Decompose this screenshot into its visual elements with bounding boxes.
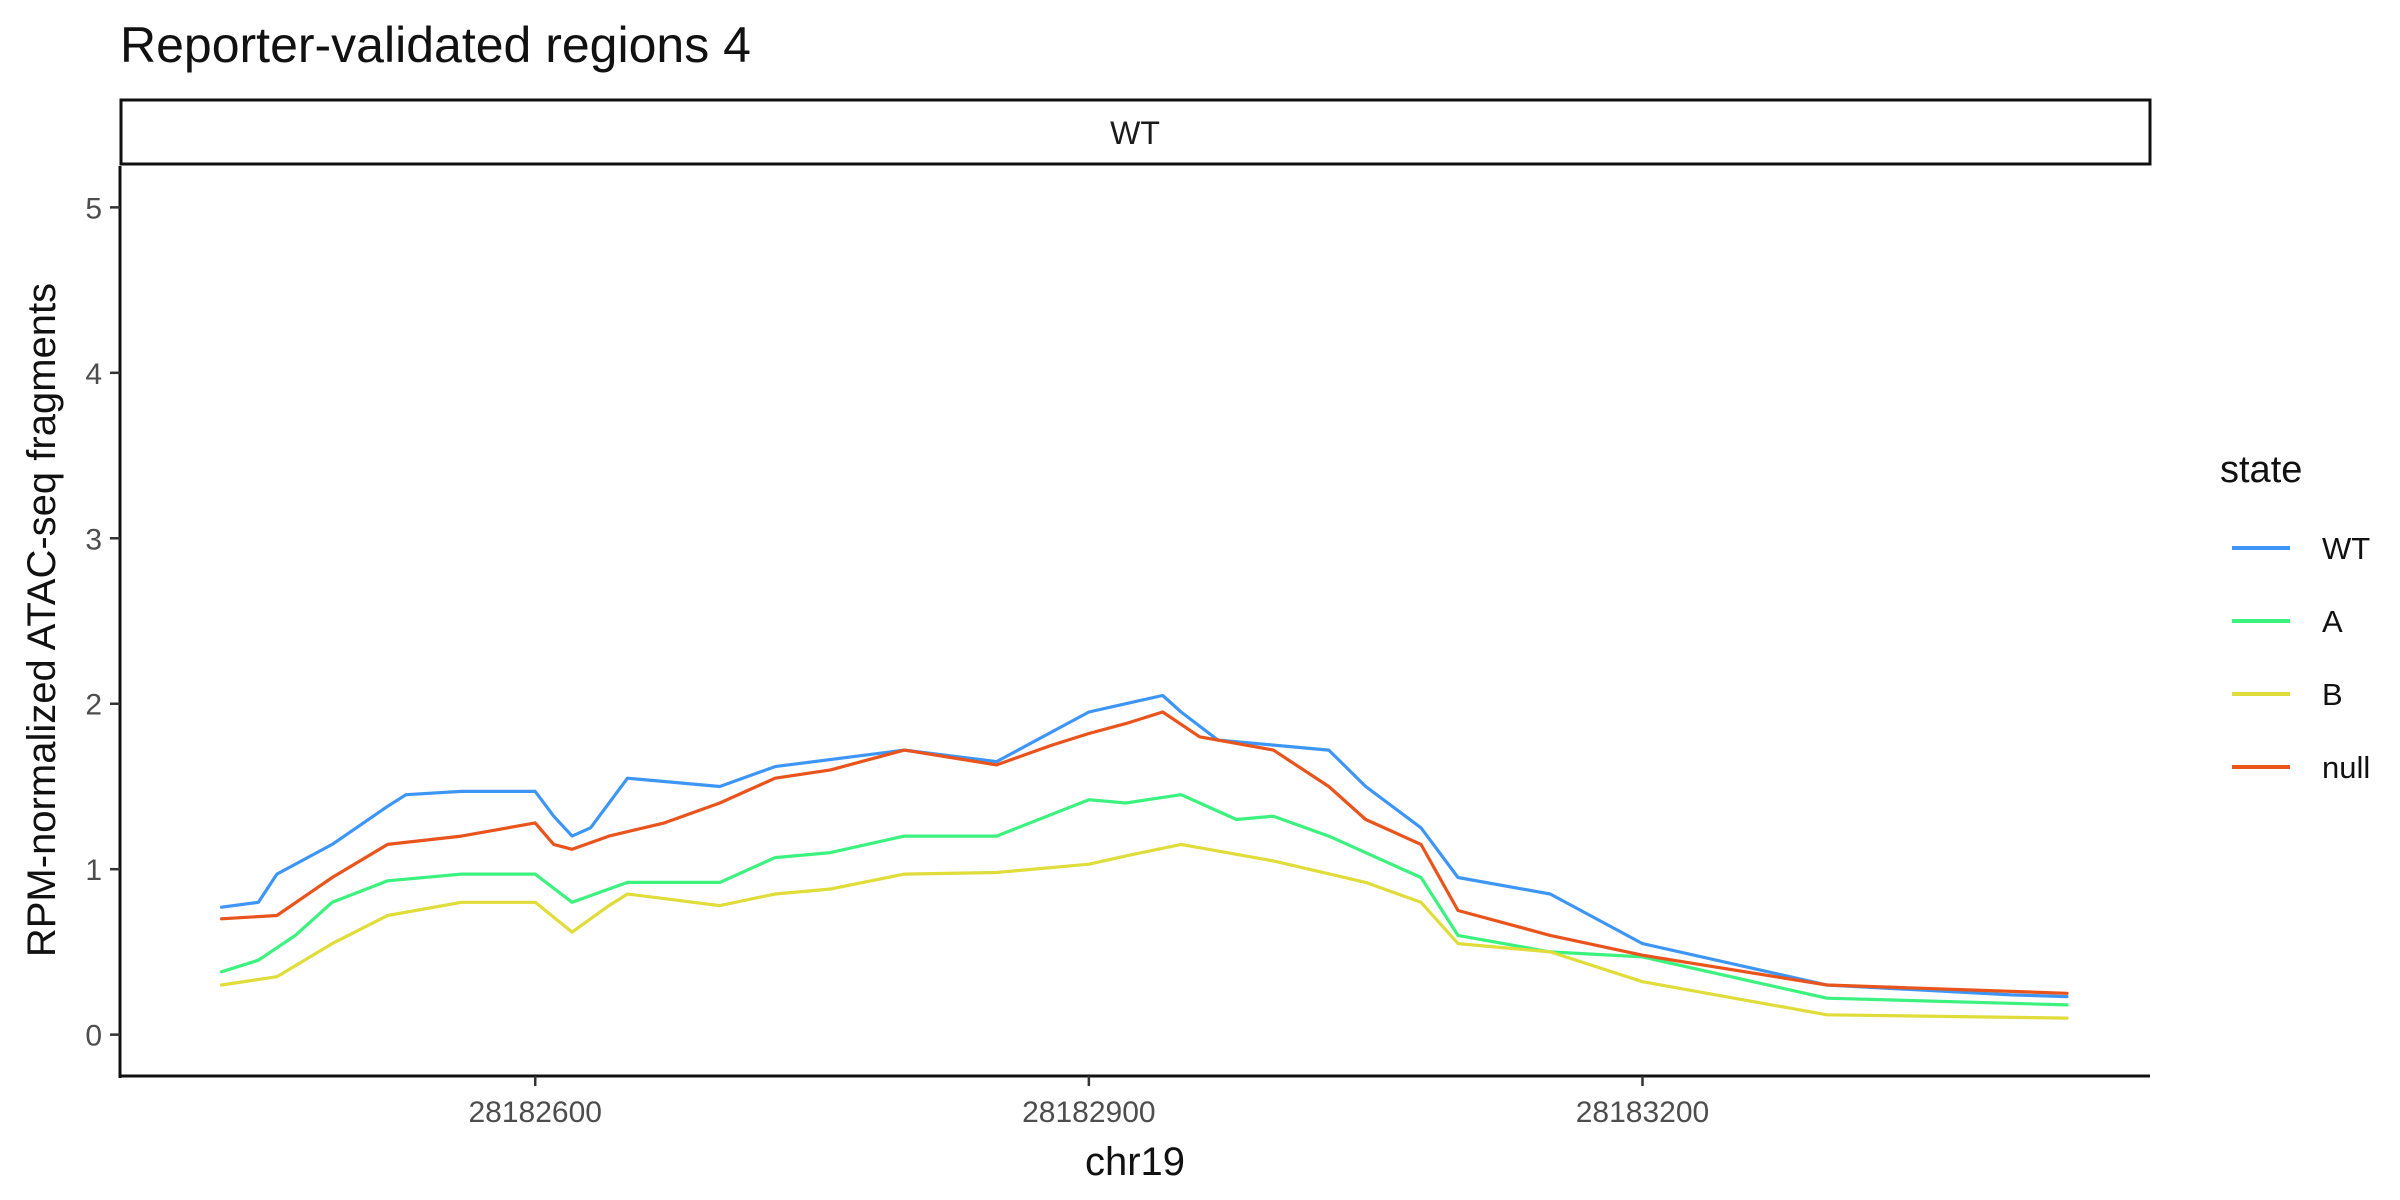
series-line-WT [219,693,2069,999]
series-line-null [219,710,2069,995]
y-tick-label: 2 [85,689,102,722]
series-line-B [219,842,2069,1020]
y-tick-label: 4 [85,358,102,391]
x-ticks: 28182600 28182900 28183200 [468,1076,1709,1129]
x-tick-label: 28182900 [1022,1096,1155,1129]
series-line-A [219,793,2069,1007]
legend-title: state [2220,449,2302,491]
y-tick-label: 1 [85,854,102,887]
legend-label-B: B [2322,677,2343,712]
legend-label-A: A [2322,604,2343,639]
legend-label-null: null [2322,750,2370,785]
chart-title: Reporter-validated regions 4 [120,17,751,73]
y-axis-title: RPM-normalized ATAC-seq fragments [20,283,64,957]
x-tick-label: 28183200 [1576,1096,1709,1129]
plot-panel: 0 1 2 3 4 5 28182600 28182900 28183200 [85,166,2150,1129]
y-tick-label: 0 [85,1020,102,1053]
facet-label: WT [1110,115,1160,151]
x-axis-title: chr19 [1085,1140,1185,1184]
series-lines [219,693,2069,1020]
x-tick-label: 28182600 [468,1096,601,1129]
y-tick-label: 5 [85,192,102,225]
legend-label-WT: WT [2322,531,2370,566]
facet-strip [119,98,2152,166]
y-ticks: 0 1 2 3 4 5 [85,192,120,1053]
y-tick-label: 3 [85,523,102,556]
